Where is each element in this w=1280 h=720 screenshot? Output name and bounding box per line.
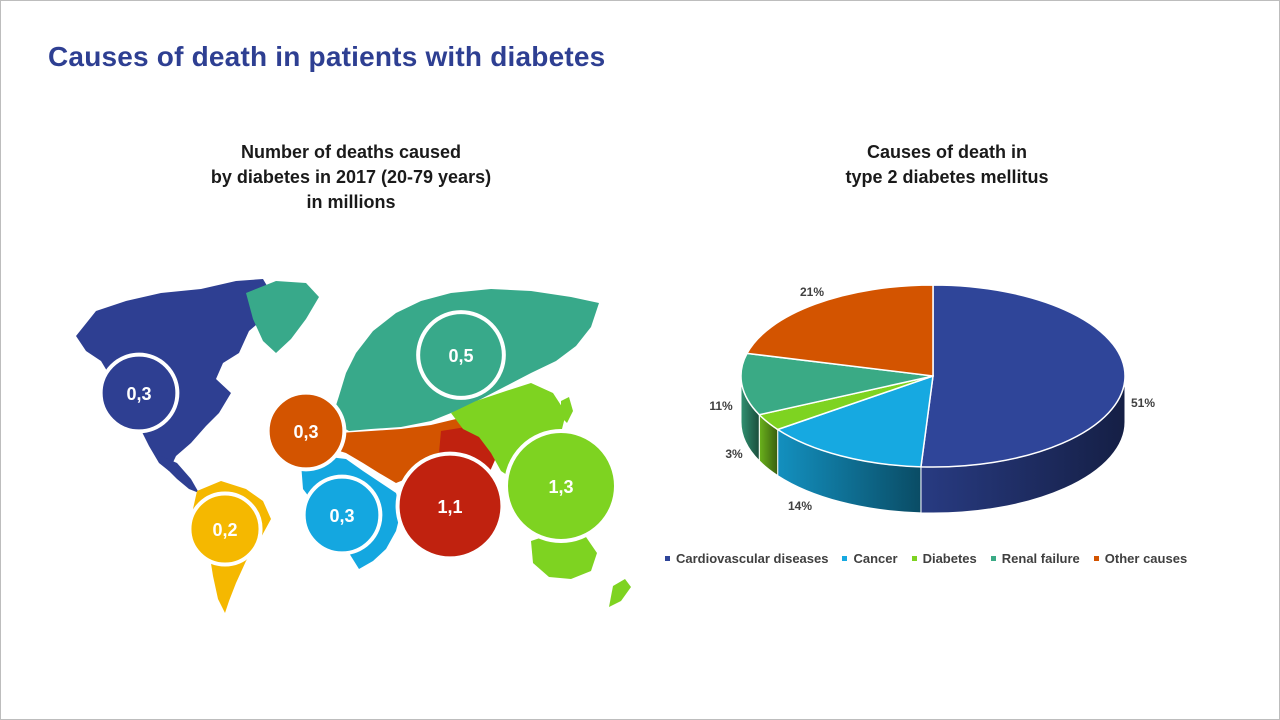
slide-title: Causes of death in patients with diabete… <box>48 41 606 72</box>
pie-label-cardiovascular-diseases: 51% <box>1131 396 1155 410</box>
legend-item-renal-failure: Renal failure <box>990 551 1080 566</box>
legend-label: Cancer <box>853 551 898 566</box>
bubble-north-america <box>98 352 180 434</box>
north-america-shape <box>76 279 276 471</box>
bubble-label-south-east-asia: 1,1 <box>437 497 462 517</box>
legend-label: Other causes <box>1104 551 1188 566</box>
legend-swatch <box>665 556 670 561</box>
pie-chart-title: Causes of death in type 2 diabetes melli… <box>767 140 1127 190</box>
pie-slices <box>740 284 1126 468</box>
bubble-label-western-pacific: 1,3 <box>548 477 573 497</box>
world-map: 0,3 0,2 0,5 0,3 0,3 1,1 1,3 <box>76 279 631 613</box>
legend-swatch <box>1093 556 1099 561</box>
pie-title-line: type 2 diabetes mellitus <box>845 167 1049 187</box>
map-title-line: Number of deaths caused <box>240 142 462 162</box>
map-title-line: by diabetes in 2017 (20-79 years) <box>210 167 492 187</box>
pie-title-line: Causes of death in <box>866 142 1028 162</box>
legend-swatch <box>842 556 848 561</box>
pie-sides <box>740 375 1126 514</box>
bubble-south-america <box>187 491 263 567</box>
pie-label-diabetes: 3% <box>725 447 743 461</box>
pie-slice-other-causes <box>745 284 934 377</box>
legend-item-cardiovascular-diseases: Cardiovascular diseases <box>665 551 828 566</box>
bubble-label-south-america: 0,2 <box>212 520 237 540</box>
pie-label-other-causes: 21% <box>800 285 824 299</box>
legend-label: Cardiovascular diseases <box>676 551 829 566</box>
legend-label: Renal failure <box>1001 551 1080 566</box>
australia-shape <box>531 531 597 579</box>
pie-slice-cardiovascular-diseases <box>920 284 1126 468</box>
pie-slice-renal-failure <box>740 352 934 416</box>
bubble-europe <box>416 310 506 400</box>
bubble-middle-east-north-africa <box>265 390 347 472</box>
legend-item-other-causes: Other causes <box>1093 551 1188 566</box>
bubble-label-north-america: 0,3 <box>126 384 151 404</box>
pie-slice-cancer <box>775 374 934 468</box>
bubble-label-africa: 0,3 <box>329 506 354 526</box>
bubble-label-europe: 0,5 <box>448 346 473 366</box>
bubble-south-east-asia <box>395 451 505 561</box>
new-zealand-shape <box>609 579 631 607</box>
pie-labels: 51% 14% 3% 11% 21% <box>709 285 1155 513</box>
map-chart-title: Number of deaths caused by diabetes in 2… <box>181 140 521 215</box>
pie-legend: Cardiovascular diseases Cancer Diabetes Ren… <box>665 551 1187 566</box>
bubble-label-middle-east-north-africa: 0,3 <box>293 422 318 442</box>
legend-label: Diabetes <box>922 551 977 566</box>
central-america-shape <box>161 456 199 493</box>
map-bubbles: 0,3 0,2 0,5 0,3 0,3 1,1 1,3 <box>98 310 618 567</box>
map-regions <box>76 279 631 613</box>
legend-item-diabetes: Diabetes <box>911 551 977 566</box>
legend-swatch <box>990 556 996 561</box>
legend-swatch <box>911 556 917 561</box>
japan-shape <box>561 397 573 423</box>
bubble-western-pacific <box>504 429 618 543</box>
pie-label-renal-failure: 11% <box>709 399 733 413</box>
greenland-shape <box>246 281 319 353</box>
pie-label-cancer: 14% <box>788 499 812 513</box>
bubble-africa <box>301 474 383 556</box>
map-title-line: in millions <box>306 192 396 212</box>
legend-item-cancer: Cancer <box>842 551 898 566</box>
